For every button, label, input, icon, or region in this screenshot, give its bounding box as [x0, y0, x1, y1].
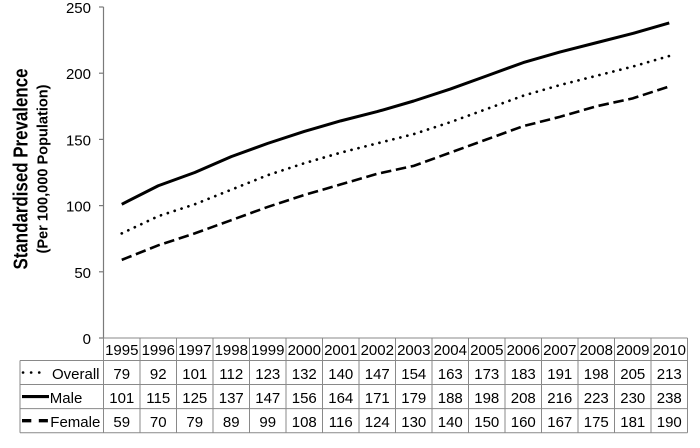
svg-text:1995: 1995 [105, 342, 138, 359]
svg-text:99: 99 [259, 414, 276, 431]
svg-text:100: 100 [66, 199, 91, 216]
svg-text:2006: 2006 [507, 342, 540, 359]
svg-text:150: 150 [474, 414, 499, 431]
svg-text:1996: 1996 [142, 342, 175, 359]
svg-text:108: 108 [292, 414, 317, 431]
svg-text:198: 198 [474, 390, 499, 407]
svg-text:171: 171 [365, 390, 390, 407]
svg-text:154: 154 [401, 366, 426, 383]
svg-text:200: 200 [66, 66, 91, 83]
svg-text:150: 150 [66, 132, 91, 149]
svg-text:2001: 2001 [324, 342, 357, 359]
svg-text:164: 164 [328, 390, 353, 407]
svg-text:2004: 2004 [434, 342, 467, 359]
svg-text:2009: 2009 [616, 342, 649, 359]
svg-text:2005: 2005 [470, 342, 503, 359]
svg-text:125: 125 [182, 390, 207, 407]
svg-text:2007: 2007 [543, 342, 576, 359]
svg-text:250: 250 [66, 0, 91, 17]
svg-text:132: 132 [292, 366, 317, 383]
svg-text:89: 89 [223, 414, 240, 431]
svg-text:79: 79 [186, 414, 203, 431]
svg-text:2002: 2002 [361, 342, 394, 359]
svg-text:0: 0 [83, 331, 91, 348]
svg-text:124: 124 [365, 414, 390, 431]
svg-text:1997: 1997 [178, 342, 211, 359]
svg-text:Male: Male [50, 390, 83, 407]
svg-text:238: 238 [657, 390, 682, 407]
svg-text:123: 123 [255, 366, 280, 383]
svg-text:140: 140 [438, 414, 463, 431]
svg-text:92: 92 [150, 366, 167, 383]
svg-text:230: 230 [620, 390, 645, 407]
svg-text:101: 101 [109, 390, 134, 407]
svg-text:2003: 2003 [397, 342, 430, 359]
svg-text:181: 181 [620, 414, 645, 431]
svg-text:79: 79 [113, 366, 130, 383]
svg-text:173: 173 [474, 366, 499, 383]
svg-text:59: 59 [113, 414, 130, 431]
svg-text:Overall: Overall [52, 366, 100, 383]
svg-text:191: 191 [547, 366, 572, 383]
svg-text:156: 156 [292, 390, 317, 407]
svg-text:198: 198 [584, 366, 609, 383]
svg-text:2010: 2010 [653, 342, 686, 359]
svg-text:205: 205 [620, 366, 645, 383]
svg-text:1999: 1999 [251, 342, 284, 359]
svg-text:163: 163 [438, 366, 463, 383]
svg-text:147: 147 [365, 366, 390, 383]
svg-text:1998: 1998 [215, 342, 248, 359]
svg-text:213: 213 [657, 366, 682, 383]
svg-text:167: 167 [547, 414, 572, 431]
svg-text:Female: Female [50, 414, 100, 431]
svg-text:175: 175 [584, 414, 609, 431]
svg-text:2008: 2008 [580, 342, 613, 359]
svg-text:130: 130 [401, 414, 426, 431]
svg-text:190: 190 [657, 414, 682, 431]
svg-text:(Per 100,000 Population): (Per 100,000 Population) [36, 84, 52, 253]
svg-text:179: 179 [401, 390, 426, 407]
svg-text:50: 50 [74, 265, 91, 282]
svg-text:208: 208 [511, 390, 536, 407]
svg-text:70: 70 [150, 414, 167, 431]
svg-text:115: 115 [146, 390, 170, 407]
svg-text:2000: 2000 [288, 342, 321, 359]
svg-text:137: 137 [219, 390, 244, 407]
svg-text:140: 140 [328, 366, 353, 383]
svg-text:160: 160 [511, 414, 536, 431]
svg-text:101: 101 [182, 366, 207, 383]
svg-text:188: 188 [438, 390, 463, 407]
svg-text:Standardised Prevalence: Standardised Prevalence [11, 69, 33, 270]
svg-text:216: 216 [547, 390, 572, 407]
svg-text:112: 112 [219, 366, 243, 383]
svg-text:116: 116 [329, 414, 353, 431]
svg-text:223: 223 [584, 390, 609, 407]
svg-text:183: 183 [511, 366, 536, 383]
svg-text:147: 147 [255, 390, 280, 407]
